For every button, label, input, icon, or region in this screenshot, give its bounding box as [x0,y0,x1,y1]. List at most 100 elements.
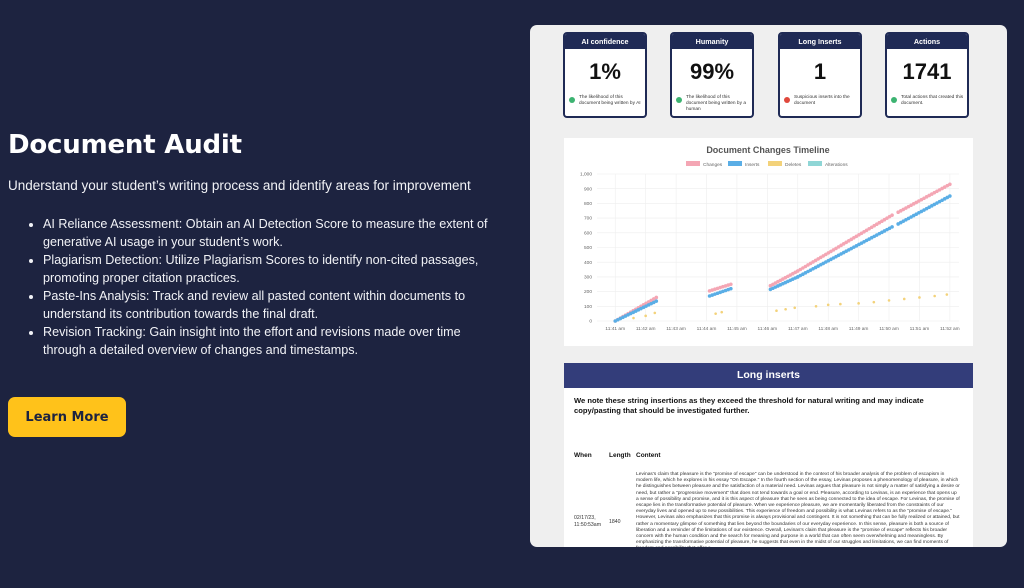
changes-point [729,282,733,287]
long-inserts-panel: Long inserts We note these string insert… [564,363,973,547]
deletes-point [632,316,635,320]
x-tick-label: 11:44 am [697,326,717,332]
y-tick-label: 400 [584,260,592,266]
hero-section: Document Audit Understand your student’s… [8,130,498,359]
x-tick-label: 11:42 am [636,326,656,332]
status-dot-icon [676,97,682,103]
hero-subtitle: Understand your student’s writing proces… [8,178,471,193]
legend-swatch-inserts [728,161,742,166]
changes-point [654,295,659,300]
legend-label-inserts: Inserts [745,162,760,168]
changes-timeline-chart: Document Changes Timeline Changes Inserts D… [564,138,973,346]
status-dot-icon [569,97,575,103]
legend-swatch-alterations [808,161,822,166]
card-long-inserts: Long Inserts 1 Suspicious inserts into t… [778,32,862,118]
y-tick-label: 800 [584,201,592,207]
card-description: Suspicious inserts into the document [794,95,850,106]
deletes-point [644,314,647,318]
legend-swatch-changes [686,161,700,166]
x-tick-label: 11:52 am [940,326,960,332]
inserts-point [654,299,659,303]
y-tick-label: 700 [584,216,592,222]
y-tick-label: 0 [589,319,592,325]
legend-label-alterations: Alterations [825,162,848,168]
legend-swatch-deletes [768,161,782,166]
deletes-point [945,293,949,296]
card-value: 1 [813,59,827,84]
card-humanity: Humanity 99% The likelihood of this docu… [670,32,754,118]
deletes-point [933,294,936,298]
deletes-point [826,303,830,307]
card-description: Total actions that created this document… [901,95,964,106]
feature-paste-ins: Paste-Ins Analysis: Track and review all… [43,287,498,323]
column-header-length: Length [609,452,631,459]
learn-more-button[interactable]: Learn More [8,397,126,437]
y-tick-label: 200 [584,289,592,295]
feature-list: AI Reliance Assessment: Obtain an AI Det… [8,215,498,359]
status-dot-icon [891,97,897,103]
card-value: 1% [589,59,621,84]
feature-plagiarism: Plagiarism Detection: Utilize Plagiarism… [43,251,498,287]
inserts-point [948,194,952,198]
deletes-point [653,311,657,315]
status-dot-icon [784,97,790,103]
x-tick-label: 11:46 am [758,326,778,332]
legend-label-deletes: Deletes [785,162,802,168]
x-tick-label: 11:45 am [727,326,747,332]
x-tick-label: 11:41 am [605,326,625,332]
stat-cards: AI confidence 1% The likelihood of this … [563,32,973,120]
card-description: The likelihood of this document being wr… [686,95,746,112]
deletes-point [887,299,891,302]
y-tick-label: 100 [584,304,592,310]
feature-ai-reliance: AI Reliance Assessment: Obtain an AI Det… [43,215,498,251]
y-tick-label: 1,000 [580,172,592,178]
deletes-point [775,309,778,313]
legend-label-changes: Changes [703,162,723,168]
x-tick-label: 11:50 am [879,326,899,332]
card-description: The likelihood of this document being wr… [579,95,641,106]
changes-point [948,182,952,187]
insert-length: 1840 [609,519,621,525]
deletes-point [857,302,860,305]
column-header-content: Content [636,452,661,459]
card-ai-confidence: AI confidence 1% The likelihood of this … [563,32,647,118]
deletes-point [714,312,717,315]
deletes-point [918,296,921,299]
x-tick-label: 11:49 am [849,326,869,332]
feature-revision-tracking: Revision Tracking: Gain insight into the… [43,323,498,359]
y-tick-label: 500 [584,245,592,251]
timeline-chart-svg: Document Changes Timeline Changes Inserts D… [580,145,960,332]
inserts-point [729,286,733,291]
card-title: Long Inserts [780,34,860,49]
card-title: Actions [887,34,967,49]
changes-point [890,213,894,217]
deletes-point [902,297,906,301]
x-tick-label: 11:43 am [666,326,686,332]
x-tick-label: 11:47 am [788,326,808,332]
deletes-point [784,307,787,311]
card-actions: Actions 1741 Total actions that created … [885,32,969,118]
long-inserts-note: We note these string insertions as they … [574,396,924,415]
column-header-when: When [574,452,592,459]
card-title: AI confidence [565,34,645,49]
y-tick-label: 300 [584,275,592,281]
card-value: 99% [689,59,735,84]
deletes-point [839,302,842,306]
long-inserts-header: Long inserts [564,363,973,388]
page-title: Document Audit [8,130,242,160]
x-tick-label: 11:51 am [910,326,930,332]
inserts-point [890,225,894,229]
y-tick-label: 900 [584,186,592,192]
x-tick-label: 11:48 am [818,326,838,332]
insert-when: 02/17/23, 11:50:53am [574,515,602,528]
deletes-point [720,310,724,314]
insert-content: Levinas's claim that pleasure is the "pr… [636,472,960,547]
audit-preview-panel: AI confidence 1% The likelihood of this … [530,25,1007,547]
deletes-point [872,300,876,304]
y-tick-label: 600 [584,230,592,236]
card-value: 1741 [902,59,952,84]
deletes-point [793,306,797,310]
card-title: Humanity [672,34,752,49]
deletes-point [814,305,818,308]
chart-title: Document Changes Timeline [706,145,829,155]
